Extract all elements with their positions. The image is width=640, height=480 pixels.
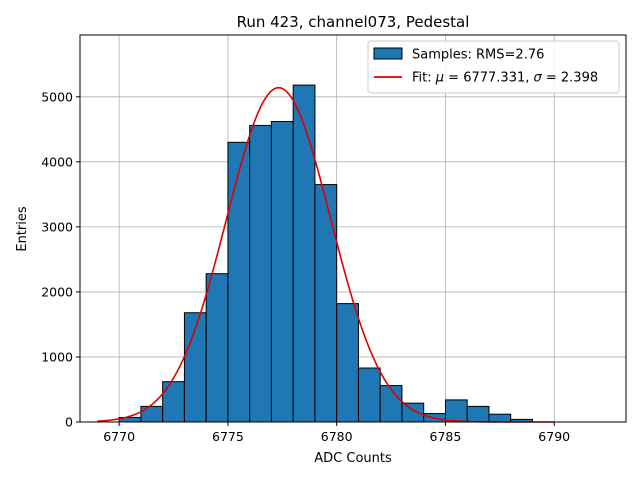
legend: Samples: RMS=2.76 Fit: μ = 6777.331, σ =… — [367, 40, 620, 94]
x-axis-label: ADC Counts — [314, 451, 392, 466]
y-axis-ticks: 0 1000 2000 3000 4000 5000 — [41, 89, 80, 430]
chart-title: Run 423, channel073, Pedestal — [237, 13, 470, 31]
y-tick-label: 2000 — [41, 284, 73, 299]
histogram-bar — [488, 413, 512, 423]
histogram-bar — [444, 399, 468, 423]
y-tick-label: 5000 — [41, 89, 73, 104]
legend-samples-label: Samples: RMS=2.76 — [412, 48, 544, 63]
histogram-bar — [357, 367, 381, 423]
legend-fit-mu-symbol: μ — [435, 71, 444, 86]
histogram-bar — [292, 84, 316, 423]
histogram-bar — [314, 184, 338, 423]
y-tick-label: 1000 — [41, 349, 73, 364]
plot-frame — [79, 34, 627, 423]
histogram-bar — [379, 385, 403, 423]
histogram-bar — [162, 381, 185, 423]
y-tick-label: 3000 — [41, 219, 73, 234]
y-tick-label: 0 — [65, 415, 73, 430]
legend-box — [367, 40, 620, 94]
legend-fit-prefix: Fit: — [412, 71, 436, 86]
histogram-bar — [205, 273, 229, 423]
x-tick-label: 6770 — [103, 429, 135, 444]
x-axis-ticks: 6770 6775 6780 6785 6790 — [103, 422, 570, 444]
y-axis-label: Entries — [15, 206, 30, 252]
histogram-bars — [118, 84, 533, 423]
histogram-bar — [401, 402, 425, 423]
legend-fit-sigma-symbol: σ — [534, 71, 543, 86]
legend-bar-swatch — [373, 47, 403, 60]
legend-fit-label: Fit: μ = 6777.331, σ = 2.398 — [412, 71, 598, 86]
histogram-bar — [249, 124, 272, 423]
histogram-bar — [227, 141, 251, 423]
y-tick-label: 4000 — [41, 154, 73, 169]
histogram-bar — [140, 405, 164, 423]
legend-fit-sigma-value: = 2.398 — [542, 71, 598, 86]
histogram-bar — [336, 303, 359, 423]
x-tick-label: 6785 — [430, 429, 462, 444]
histogram-bar — [466, 405, 490, 423]
histogram-bar — [270, 121, 294, 423]
x-tick-label: 6790 — [538, 429, 570, 444]
x-tick-label: 6775 — [212, 429, 244, 444]
legend-fit-mu-value: = 6777.331, — [444, 71, 533, 86]
x-tick-label: 6780 — [321, 429, 353, 444]
